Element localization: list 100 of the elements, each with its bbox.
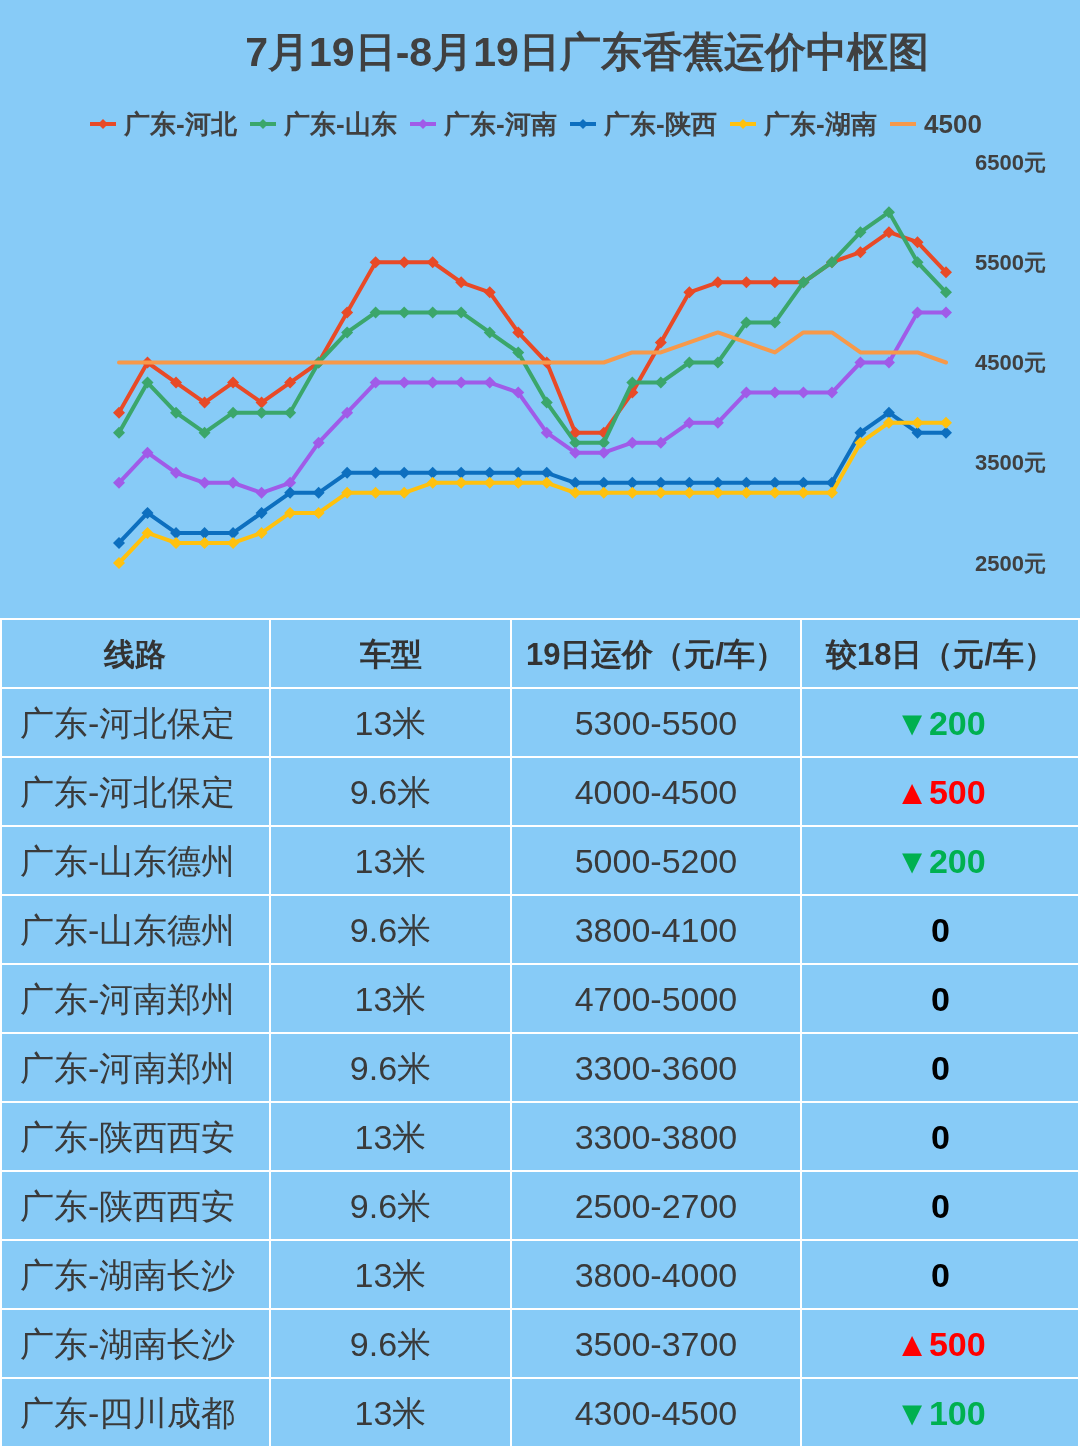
text: 0 <box>931 1186 950 1225</box>
text: 5300-5500 <box>574 703 738 742</box>
point <box>255 526 268 539</box>
text: 广东-河北保定 <box>20 772 236 811</box>
point <box>255 506 268 519</box>
y-tick-label: 5500元 <box>975 249 1046 275</box>
point <box>255 486 268 499</box>
category-label: 线路 <box>103 636 166 671</box>
point <box>170 466 183 479</box>
text: 广东-山东德州 <box>20 910 236 949</box>
point <box>854 436 867 449</box>
point <box>940 416 952 429</box>
category-label: 19日运价（元/车） <box>525 636 787 671</box>
point <box>882 206 895 219</box>
point <box>255 396 268 409</box>
point <box>882 226 895 239</box>
legend-label: 广东-湖南 <box>763 109 877 139</box>
text: 4000-4500 <box>574 772 738 811</box>
text: ▼200 <box>895 703 986 742</box>
y-tick-label: 3500元 <box>975 450 1046 476</box>
legend-label: 广东-河北 <box>123 109 238 139</box>
text: 9.6米 <box>349 1048 432 1087</box>
y-tick-label: 2500元 <box>975 550 1046 576</box>
point <box>284 476 297 489</box>
point <box>882 406 895 419</box>
point <box>940 306 952 319</box>
point <box>512 386 525 399</box>
text: 2500-2700 <box>574 1186 738 1225</box>
text: 3500-3700 <box>574 1324 738 1363</box>
point <box>141 506 154 519</box>
text: 9.6米 <box>349 772 432 811</box>
point <box>227 376 240 389</box>
text: 广东-河南郑州 <box>20 979 236 1018</box>
text: 0 <box>931 910 950 949</box>
text: 3800-4000 <box>574 1255 738 1294</box>
text: 广东-四川成都 <box>20 1393 236 1432</box>
text: 广东-湖南长沙 <box>20 1255 236 1294</box>
point <box>854 246 867 259</box>
text: 9.6米 <box>349 1186 432 1225</box>
legend-label: 4500 <box>924 109 982 139</box>
text: 广东-河南郑州 <box>20 1048 236 1087</box>
point <box>341 326 354 339</box>
point <box>940 286 952 299</box>
point <box>426 476 439 489</box>
point <box>911 256 924 269</box>
text: 4300-4500 <box>574 1393 738 1432</box>
point <box>512 326 525 339</box>
point <box>540 396 553 409</box>
text: 5000-5200 <box>574 841 738 880</box>
text: 3800-4100 <box>574 910 738 949</box>
point <box>341 406 354 419</box>
text: 广东-河北保定 <box>20 703 236 742</box>
point <box>141 446 154 459</box>
category-label: 车型 <box>358 636 422 671</box>
y-tick-label: 6500元 <box>975 149 1046 175</box>
point <box>854 226 867 239</box>
text: 广东-陕西西安 <box>20 1117 236 1156</box>
point <box>512 346 525 359</box>
point <box>940 266 952 279</box>
legend-label: 广东-陕西 <box>603 109 717 139</box>
chart-title: 7月19日-8月19日广东香蕉运价中枢图 <box>245 29 929 75</box>
text: 广东-山东德州 <box>20 841 236 880</box>
text: 13米 <box>354 703 427 742</box>
point <box>284 406 297 419</box>
point <box>170 406 183 419</box>
text: 广东-湖南长沙 <box>20 1324 236 1363</box>
point <box>113 536 125 549</box>
point <box>455 276 468 289</box>
point <box>711 276 724 289</box>
point <box>398 486 411 499</box>
point <box>141 526 154 539</box>
point <box>312 436 325 449</box>
text: ▲500 <box>895 772 986 811</box>
text: 9.6米 <box>349 910 432 949</box>
text: ▼200 <box>895 841 986 880</box>
point <box>113 557 125 569</box>
text: 13米 <box>354 1255 427 1294</box>
point <box>198 426 211 439</box>
point <box>483 326 496 339</box>
text: ▲500 <box>895 1324 986 1363</box>
text: 13米 <box>354 1393 427 1432</box>
text: 0 <box>931 979 950 1018</box>
point <box>141 376 154 389</box>
point <box>113 426 125 439</box>
text: 4700-5000 <box>574 979 738 1018</box>
text: ▼100 <box>895 1393 986 1432</box>
text: 13米 <box>354 1117 427 1156</box>
text: 13米 <box>354 979 427 1018</box>
text: 3300-3800 <box>574 1117 738 1156</box>
text: 广东-陕西西安 <box>20 1186 236 1225</box>
point <box>341 306 354 319</box>
legend-label: 广东-山东 <box>283 109 397 139</box>
y-tick-label: 4500元 <box>975 350 1046 375</box>
point <box>911 236 924 249</box>
point <box>683 286 696 299</box>
point <box>540 426 553 439</box>
legend-label: 广东-河南 <box>443 109 557 139</box>
point <box>483 286 496 299</box>
point <box>654 336 667 349</box>
point <box>170 376 183 389</box>
